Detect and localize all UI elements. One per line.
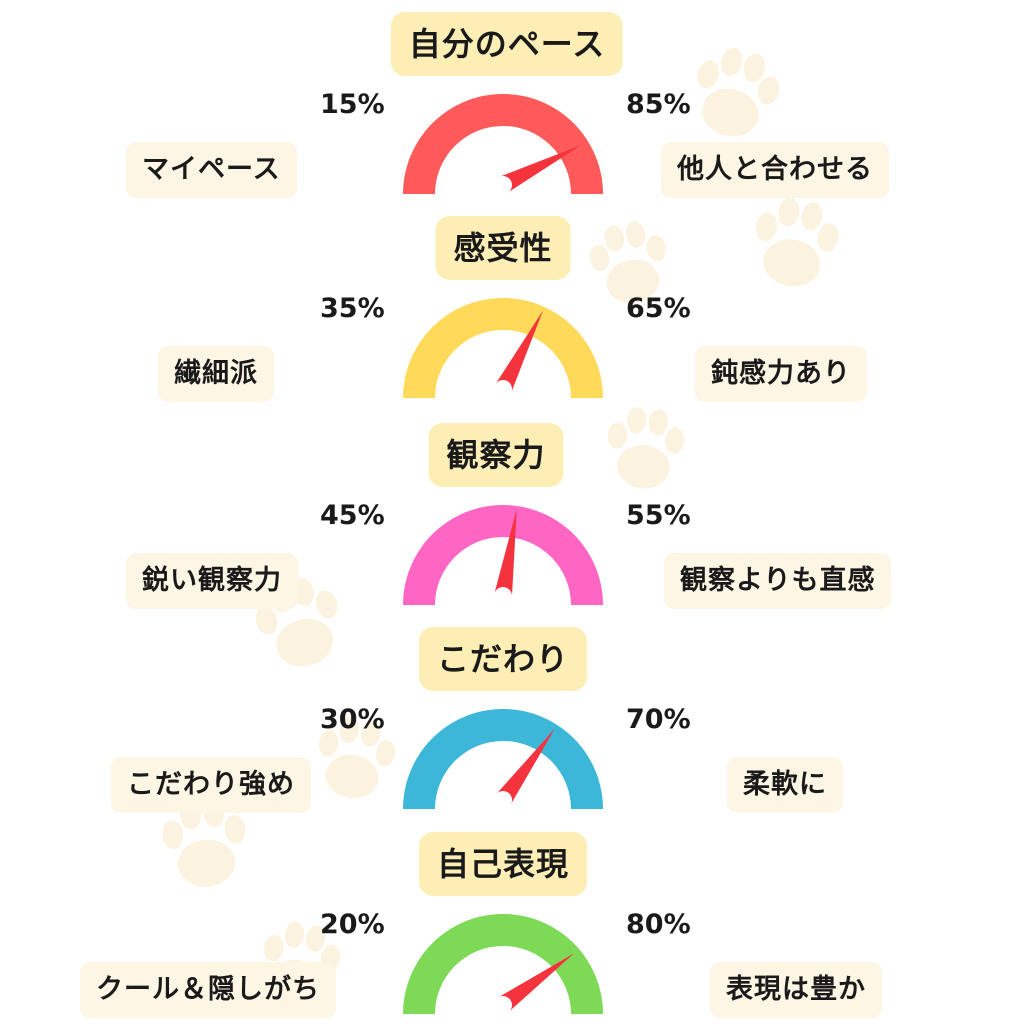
left-label: 鋭い観察力	[126, 553, 298, 609]
chart-title: 観察力	[428, 423, 564, 487]
right-percentage: 55%	[626, 500, 691, 531]
left-label: 繊細派	[158, 346, 274, 402]
left-label: マイペース	[126, 142, 297, 198]
chart-title: こだわり	[418, 627, 588, 691]
gauge	[403, 298, 603, 398]
gauge-arc	[403, 505, 603, 605]
gauge	[403, 505, 603, 605]
gauge-needle	[497, 953, 575, 1013]
gauge-needle	[494, 509, 517, 598]
gauge-row-0: 自分のペース 15% 85% マイペース 他人と合わせる	[0, 12, 1024, 202]
gauge-needle	[495, 728, 555, 806]
gauge	[403, 94, 603, 194]
left-label: こだわり強め	[111, 757, 311, 813]
chart-title: 感受性	[435, 216, 571, 280]
gauge-row-4: 自己表現 20% 80% クール＆隠しがち 表現は豊か	[0, 832, 1024, 1022]
gauge	[403, 914, 603, 1014]
left-percentage: 30%	[320, 704, 385, 735]
gauge-row-1: 感受性 35% 65% 繊細派 鈍感力あり	[0, 216, 1024, 406]
left-percentage: 45%	[320, 500, 385, 531]
gauge-arc	[403, 298, 603, 398]
gauge-arc	[403, 709, 603, 809]
right-percentage: 85%	[626, 89, 691, 120]
right-label: 表現は豊か	[710, 962, 882, 1018]
gauge-row-2: 観察力 45% 55% 鋭い観察力 観察よりも直感	[0, 423, 1024, 613]
right-label: 観察よりも直感	[664, 553, 892, 609]
gauge-arc	[403, 914, 603, 1014]
right-percentage: 70%	[626, 704, 691, 735]
left-percentage: 35%	[320, 293, 385, 324]
right-percentage: 65%	[626, 293, 691, 324]
chart-title: 自分のペース	[390, 12, 624, 76]
gauge	[403, 709, 603, 809]
left-percentage: 15%	[320, 89, 385, 120]
right-label: 他人と合わせる	[661, 142, 889, 198]
chart-title: 自己表現	[418, 832, 588, 896]
gauge-needle	[494, 310, 543, 394]
gauge-row-3: こだわり 30% 70% こだわり強め 柔軟に	[0, 627, 1024, 817]
gauge-arc	[403, 94, 603, 194]
gauge-needle	[498, 145, 582, 194]
right-label: 鈍感力あり	[695, 346, 867, 402]
right-label: 柔軟に	[727, 757, 843, 813]
right-percentage: 80%	[626, 909, 691, 940]
left-percentage: 20%	[320, 909, 385, 940]
left-label: クール＆隠しがち	[80, 962, 336, 1018]
